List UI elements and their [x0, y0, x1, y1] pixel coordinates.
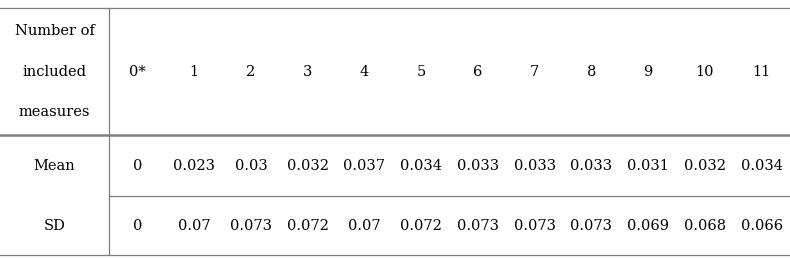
- Text: included: included: [22, 64, 87, 79]
- Text: 0.073: 0.073: [514, 219, 555, 233]
- Text: 8: 8: [587, 64, 596, 79]
- Text: measures: measures: [19, 106, 90, 119]
- Text: 0.073: 0.073: [230, 219, 272, 233]
- Text: 0.072: 0.072: [287, 219, 329, 233]
- Text: 0.031: 0.031: [627, 159, 669, 173]
- Text: 0.072: 0.072: [401, 219, 442, 233]
- Text: 0.07: 0.07: [178, 219, 210, 233]
- Text: 0: 0: [133, 219, 142, 233]
- Text: 0*: 0*: [129, 64, 146, 79]
- Text: 0.034: 0.034: [401, 159, 442, 173]
- Text: 0.069: 0.069: [627, 219, 669, 233]
- Text: 0.023: 0.023: [173, 159, 215, 173]
- Text: 0.068: 0.068: [684, 219, 726, 233]
- Text: 0.07: 0.07: [348, 219, 381, 233]
- Text: 7: 7: [530, 64, 540, 79]
- Text: 1: 1: [190, 64, 199, 79]
- Text: 5: 5: [416, 64, 426, 79]
- Text: Number of: Number of: [14, 24, 95, 38]
- Text: 9: 9: [644, 64, 653, 79]
- Text: 0.032: 0.032: [684, 159, 726, 173]
- Text: 0.03: 0.03: [235, 159, 267, 173]
- Text: 0.034: 0.034: [741, 159, 783, 173]
- Text: 0.066: 0.066: [740, 219, 783, 233]
- Text: 2: 2: [246, 64, 255, 79]
- Text: 0.032: 0.032: [287, 159, 329, 173]
- Text: 4: 4: [359, 64, 369, 79]
- Text: 0.037: 0.037: [344, 159, 386, 173]
- Text: 6: 6: [473, 64, 483, 79]
- Text: SD: SD: [43, 219, 66, 233]
- Text: 0: 0: [133, 159, 142, 173]
- Text: 0.073: 0.073: [457, 219, 498, 233]
- Text: Mean: Mean: [34, 159, 75, 173]
- Text: 0.033: 0.033: [570, 159, 612, 173]
- Text: 11: 11: [753, 64, 771, 79]
- Text: 10: 10: [696, 64, 714, 79]
- Text: 3: 3: [303, 64, 312, 79]
- Text: 0.033: 0.033: [514, 159, 555, 173]
- Text: 0.073: 0.073: [570, 219, 612, 233]
- Text: 0.033: 0.033: [457, 159, 499, 173]
